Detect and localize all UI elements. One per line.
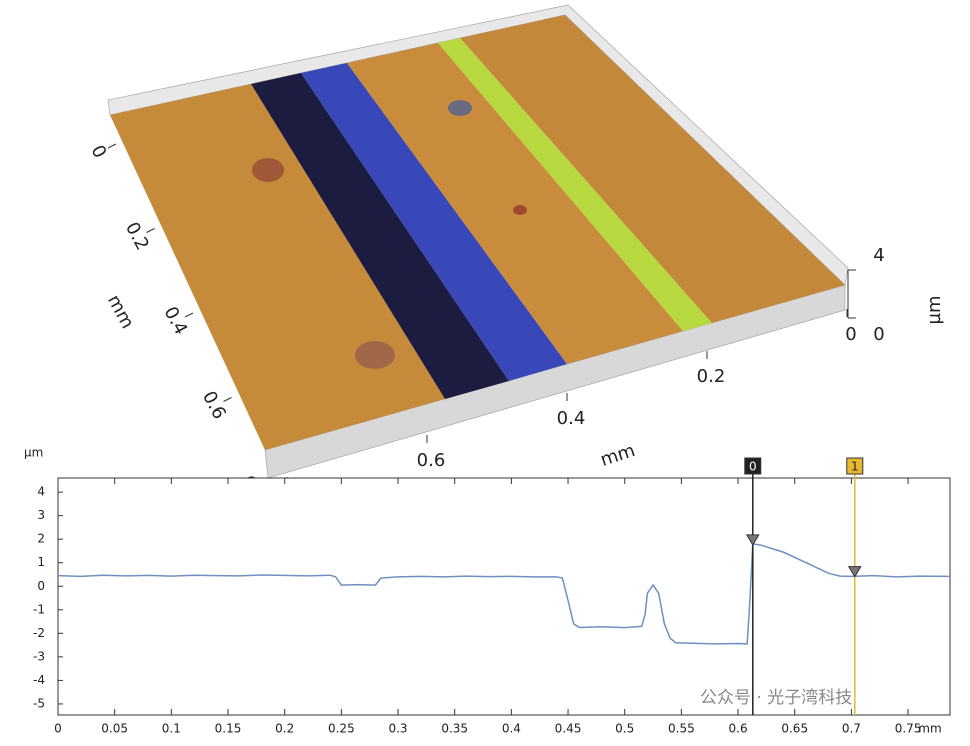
x-tick-label: 0.25	[328, 722, 355, 736]
y-tick-label: 2	[37, 532, 45, 546]
x-tick-label: 0	[54, 722, 62, 736]
x-tick-label: 0.15	[215, 722, 242, 736]
y-tick-label: 1	[37, 555, 45, 569]
x-tick-label: 0.5	[615, 722, 634, 736]
z-tick-label: 4	[873, 245, 884, 266]
x-tick-label: 0.2	[275, 722, 294, 736]
tick-mark	[107, 143, 117, 149]
y-tick-label: -4	[33, 673, 45, 687]
y-tick-label: 3	[37, 508, 45, 522]
x-tick-label: 0.4	[159, 303, 191, 338]
surface-render	[107, 4, 849, 479]
front-wall	[264, 284, 846, 479]
mid-plateau	[347, 43, 683, 364]
x-tick-label: 0.35	[441, 722, 468, 736]
particle	[513, 205, 527, 215]
cursor-label: 0	[749, 460, 757, 474]
y-tick-label: -5	[33, 696, 45, 710]
z-axis-label: µm	[924, 296, 945, 325]
tick-mark	[223, 397, 232, 402]
x-tick-label: 0.65	[781, 722, 808, 736]
y-axis-label: µm	[24, 446, 43, 460]
y-tick-label: 0.2	[697, 366, 726, 387]
y-tick-label: 0	[37, 579, 45, 593]
y-tick-label: 4	[37, 485, 45, 499]
x-tick-label: 0.6	[198, 388, 230, 423]
y-tick-label: -2	[33, 626, 45, 640]
profile-chart: -5 -4 -3 -2 -1 0 1 2 3 4 0 0.05 0.1 0.15 0.2 0.25 0.3 0.3…	[24, 446, 951, 736]
tick-mark	[146, 228, 155, 233]
tick-mark	[184, 312, 194, 318]
x-tick-label: 0.1	[162, 722, 181, 736]
x-tick-label: 0.3	[388, 722, 407, 736]
y-tick-label: 0	[845, 324, 856, 345]
profile-line	[57, 543, 951, 645]
y-tick-label: 0.6	[417, 450, 446, 471]
particle	[355, 341, 395, 369]
blue-strip	[301, 63, 567, 381]
y-tick-label: -1	[33, 602, 45, 616]
green-strip	[438, 38, 712, 331]
particle	[252, 158, 284, 182]
cursor-label: 1	[851, 460, 859, 474]
x-tick-label: 0	[86, 142, 110, 162]
x-axis-label: mm	[103, 291, 138, 332]
plot-area	[57, 477, 951, 716]
x-tick-label: 0.05	[101, 722, 128, 736]
cursor-tag	[744, 457, 762, 475]
cursor-tag	[846, 457, 864, 475]
cursor-marker	[847, 566, 862, 578]
x-tick-label: 0.2	[121, 219, 153, 254]
y-axis-label: mm	[598, 440, 638, 471]
trench	[251, 73, 509, 399]
x-tick-label: 0.55	[668, 722, 695, 736]
x-tick-label: 0.45	[555, 722, 582, 736]
x-tick-label: 0.7	[842, 722, 861, 736]
y-tick-label: 0.4	[557, 408, 586, 429]
particle	[448, 100, 472, 116]
right-plateau	[460, 15, 845, 323]
x-axis-label: mm	[918, 722, 941, 736]
x-tick-label: 0.4	[502, 722, 521, 736]
y-tick-label: -3	[33, 649, 45, 663]
cursor-marker	[745, 534, 760, 546]
x-tick-label: 0.6	[729, 722, 748, 736]
z-tick-label: 0	[873, 324, 884, 345]
watermark: 公众号 · 光子湾科技	[700, 688, 852, 708]
x-tick-label: 0.75	[895, 722, 922, 736]
